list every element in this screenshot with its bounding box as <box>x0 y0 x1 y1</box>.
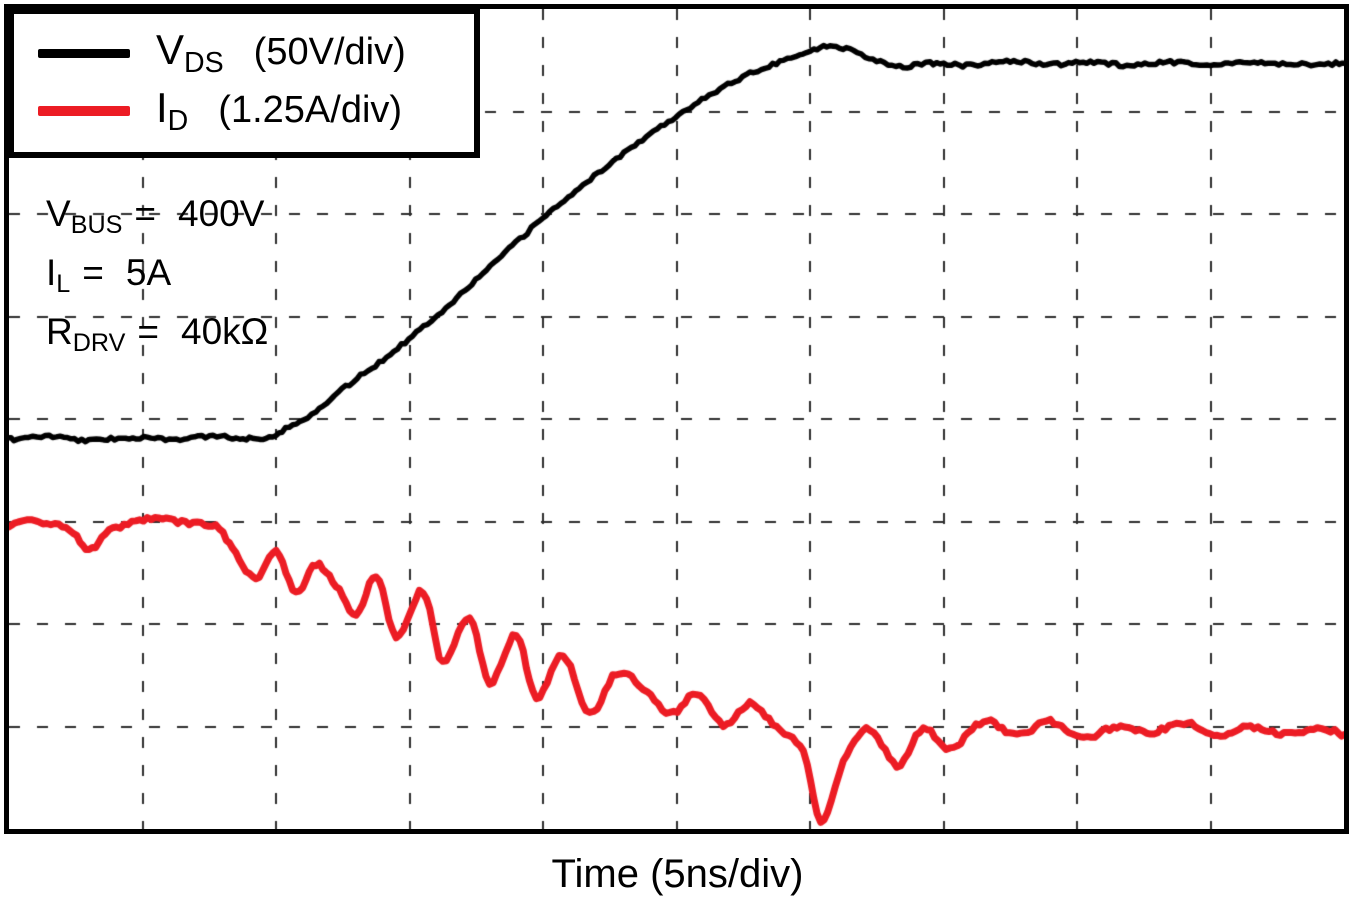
id-line-swatch <box>38 106 130 116</box>
conditions-block: VBUS = 400V IL = 5A RDRV = 40kΩ <box>46 186 268 362</box>
condition-vbus: VBUS = 400V <box>46 193 265 240</box>
legend-item-vds: VDS (50V/div) <box>14 24 474 82</box>
x-axis-label: Time (5ns/div) <box>551 852 804 896</box>
legend-box: VDS (50V/div) ID (1.25A/div) <box>8 8 480 158</box>
legend-item-id: ID (1.25A/div) <box>14 82 474 140</box>
condition-rdrv: RDRV = 40kΩ <box>46 310 269 357</box>
condition-il: IL = 5A <box>46 251 172 298</box>
legend-label-id: ID (1.25A/div) <box>156 84 403 137</box>
legend-label-vds: VDS (50V/div) <box>156 26 406 79</box>
vds-line-swatch <box>38 48 130 58</box>
